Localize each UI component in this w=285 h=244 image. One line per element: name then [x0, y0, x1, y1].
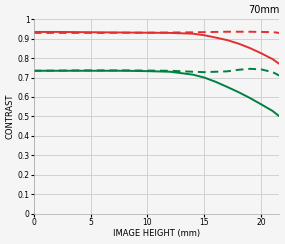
Text: 70mm: 70mm — [248, 5, 280, 15]
Y-axis label: CONTRAST: CONTRAST — [5, 94, 15, 139]
X-axis label: IMAGE HEIGHT (mm): IMAGE HEIGHT (mm) — [113, 229, 200, 238]
